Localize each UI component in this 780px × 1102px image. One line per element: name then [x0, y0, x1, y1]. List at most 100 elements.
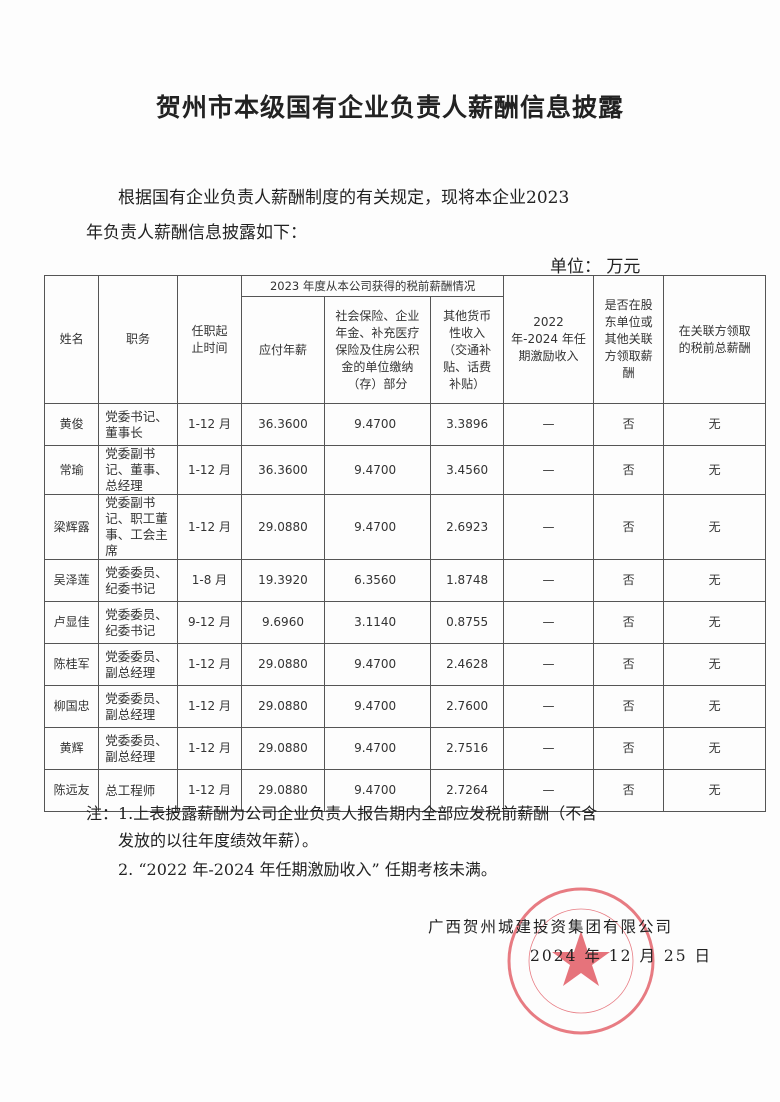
seal-star-icon: [552, 931, 610, 986]
cell-other: 3.3896: [430, 403, 505, 446]
cell-salary: 36.3600: [241, 403, 325, 446]
cell-position: 党委委员、副总经理: [98, 685, 178, 728]
header-other: 其他货币性收入（交通补贴、话费补贴）: [430, 296, 505, 404]
cell-position: 党委副书记、职工董事、工会主席: [98, 494, 178, 560]
cell-other: 2.4628: [430, 643, 505, 686]
signature-company: 广西贺州城建投资集团有限公司: [428, 918, 674, 936]
cell-incentive: —: [503, 685, 594, 728]
header-related: 在关联方领取的税前总薪酬: [663, 275, 766, 404]
cell-salary: 29.0880: [241, 769, 325, 812]
cell-salary: 29.0880: [241, 494, 325, 560]
cell-name: 陈桂军: [43, 643, 100, 686]
cell-related: 无: [663, 643, 766, 686]
cell-shareholder: 否: [592, 643, 665, 686]
cell-other: 2.6923: [430, 494, 505, 560]
cell-shareholder: 否: [592, 727, 665, 770]
cell-salary: 9.6960: [241, 601, 325, 644]
header-incentive: 2022 年-2024 年任期激励收入: [503, 275, 594, 404]
cell-term: 1-12 月: [176, 403, 243, 446]
cell-position: 党委委员、副总经理: [98, 643, 178, 686]
header-insurance: 社会保险、企业年金、补充医疗保险及住房公积金的单位缴纳（存）部分: [323, 296, 432, 404]
table-row: 陈桂军 党委委员、副总经理 1-12 月 29.0880 9.4700 2.4628— 否无: [43, 643, 766, 686]
cell-incentive: —: [503, 769, 594, 812]
cell-incentive: —: [503, 643, 594, 686]
signature-date: 2024 年 12 月 25 日: [530, 947, 713, 965]
header-salary: 应付年薪: [241, 296, 325, 404]
cell-related: 无: [663, 403, 766, 446]
cell-incentive: —: [503, 403, 594, 446]
cell-related: 无: [663, 445, 766, 495]
table-row: 柳国忠 党委委员、副总经理 1-12 月 29.0880 9.4700 2.7600— 否无: [43, 685, 766, 728]
note-1-cont: 发放的以往年度绩效年薪）。: [118, 831, 319, 850]
cell-insurance: 9.4700: [323, 445, 432, 495]
cell-insurance: 9.4700: [323, 769, 432, 812]
cell-name: 黄辉: [43, 727, 100, 770]
cell-salary: 29.0880: [241, 685, 325, 728]
cell-other: 3.4560: [430, 445, 505, 495]
cell-shareholder: 否: [592, 445, 665, 495]
cell-position: 党委委员、纪委书记: [98, 559, 178, 602]
table-row: 黄辉 党委委员、副总经理 1-12 月 29.0880 9.4700 2.7516— 否无: [43, 727, 766, 770]
cell-shareholder: 否: [592, 494, 665, 560]
intro-line-1: 根据国有企业负责人薪酬制度的有关规定，现将本企业2023: [118, 188, 570, 208]
table-row: 卢显佳 党委委员、纪委书记 9-12 月 9.6960 3.1140 0.8755— 否无: [43, 601, 766, 644]
cell-related: 无: [663, 727, 766, 770]
cell-term: 1-12 月: [176, 727, 243, 770]
cell-insurance: 3.1140: [323, 601, 432, 644]
cell-other: 2.7600: [430, 685, 505, 728]
cell-related: 无: [663, 601, 766, 644]
cell-name: 吴泽莲: [43, 559, 100, 602]
table-row: 陈远友 总工程师 1-12 月 29.0880 9.4700 2.7264— 否无: [43, 769, 766, 812]
cell-related: 无: [663, 685, 766, 728]
cell-position: 党委委员、纪委书记: [98, 601, 178, 644]
note-1: 注：1.上表披露薪酬为公司企业负责人报告期内全部应发税前薪酬（不含: [86, 804, 598, 823]
cell-shareholder: 否: [592, 559, 665, 602]
cell-term: 1-12 月: [176, 643, 243, 686]
cell-term: 1-12 月: [176, 445, 243, 495]
header-shareholder: 是否在股东单位或其他关联方领取薪酬: [592, 275, 665, 404]
cell-other: 2.7516: [430, 727, 505, 770]
cell-salary: 19.3920: [241, 559, 325, 602]
cell-incentive: —: [503, 727, 594, 770]
cell-insurance: 9.4700: [323, 727, 432, 770]
cell-salary: 36.3600: [241, 445, 325, 495]
company-seal: [507, 887, 655, 1035]
cell-term: 1-8 月: [176, 559, 243, 602]
cell-related: 无: [663, 494, 766, 560]
cell-name: 柳国忠: [43, 685, 100, 728]
cell-incentive: —: [503, 559, 594, 602]
cell-shareholder: 否: [592, 685, 665, 728]
cell-position: 党委书记、董事长: [98, 403, 178, 446]
cell-position: 总工程师: [98, 769, 178, 812]
table-row: 常瑜 党委副书记、董事、总经理 1-12 月 36.3600 9.4700 3.4560—…: [43, 445, 766, 495]
cell-name: 黄俊: [43, 403, 100, 446]
header-name: 姓名: [43, 275, 100, 404]
cell-insurance: 6.3560: [323, 559, 432, 602]
table-row: 黄俊 党委书记、董事长 1-12 月 36.3600 9.4700 3.3896— 否无: [43, 403, 766, 446]
cell-name: 常瑜: [43, 445, 100, 495]
cell-term: 9-12 月: [176, 601, 243, 644]
cell-position: 党委副书记、董事、总经理: [98, 445, 178, 495]
cell-salary: 29.0880: [241, 643, 325, 686]
cell-other: 1.8748: [430, 559, 505, 602]
cell-shareholder: 否: [592, 769, 665, 812]
cell-name: 梁辉露: [43, 494, 100, 560]
table-row: 吴泽莲 党委委员、纪委书记 1-8 月 19.3920 6.3560 1.8748— 否无: [43, 559, 766, 602]
header-term: 任职起止时间: [176, 275, 243, 404]
cell-term: 1-12 月: [176, 494, 243, 560]
cell-insurance: 9.4700: [323, 643, 432, 686]
note-2: 2. “2022 年-2024 年任期激励收入” 任期考核未满。: [118, 860, 497, 879]
intro-line-2: 年负责人薪酬信息披露如下：: [86, 223, 307, 243]
cell-term: 1-12 月: [176, 685, 243, 728]
cell-insurance: 9.4700: [323, 494, 432, 560]
cell-incentive: —: [503, 494, 594, 560]
cell-related: 无: [663, 769, 766, 812]
header-position: 职务: [98, 275, 178, 404]
cell-name: 陈远友: [43, 769, 100, 812]
unit-label: 单位： 万元: [550, 257, 641, 277]
cell-salary: 29.0880: [241, 727, 325, 770]
cell-insurance: 9.4700: [323, 403, 432, 446]
cell-other: 0.8755: [430, 601, 505, 644]
cell-incentive: —: [503, 445, 594, 495]
